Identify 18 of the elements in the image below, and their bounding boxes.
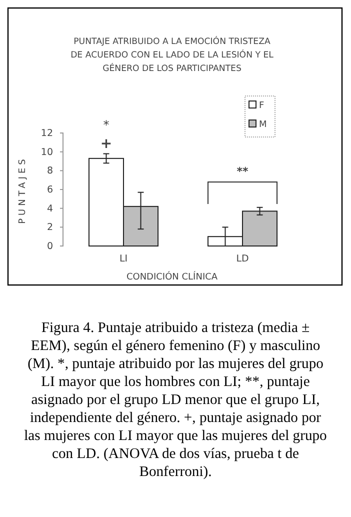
- y-tick-label: 8: [46, 166, 53, 177]
- y-tick-label: 4: [46, 203, 53, 214]
- text: *: [103, 118, 110, 132]
- x-tick-label: LI: [119, 253, 128, 264]
- chart-title: PUNTAJE ATRIBUIDO A LA EMOCIÓN TRISTEZA DE ACUERDO CON EL LADO DE LA LESIÓN Y EL GÉNERO DE LOS PARTICIPANTES: [70, 36, 274, 74]
- annotation: **: [236, 165, 248, 178]
- legend-label: F: [259, 101, 264, 111]
- y-axis-title: PUNTAJES: [18, 156, 28, 224]
- text: Figura 4. Puntaje atribuido a tristeza (media ± EEM), según el género femenino (F) y masculino (M). *, puntaje atribuido por las mujeres del grupo LI mayor que los hombres con LI; **, puntaje asignado por el grupo LD menor que el grupo LI, independiente del género. +, puntaje asignado por las mujeres con LI mayor que las mujeres del grupo con LD. (ANOVA de dos vías, prueba t de Bonferroni).: [24, 320, 327, 480]
- annotation: +: [100, 136, 112, 152]
- legend-label: M: [259, 120, 267, 130]
- y-tick-label: 12: [40, 128, 53, 140]
- x-tick-label: LD: [236, 253, 249, 264]
- y-tick-label: 2: [46, 222, 53, 234]
- y-tick-label: 6: [46, 184, 53, 196]
- y-tick-label: 0: [46, 241, 53, 252]
- x-axis-title: CONDICIÓN CLÍNICA: [126, 270, 218, 282]
- y-tick-label: 10: [40, 146, 53, 158]
